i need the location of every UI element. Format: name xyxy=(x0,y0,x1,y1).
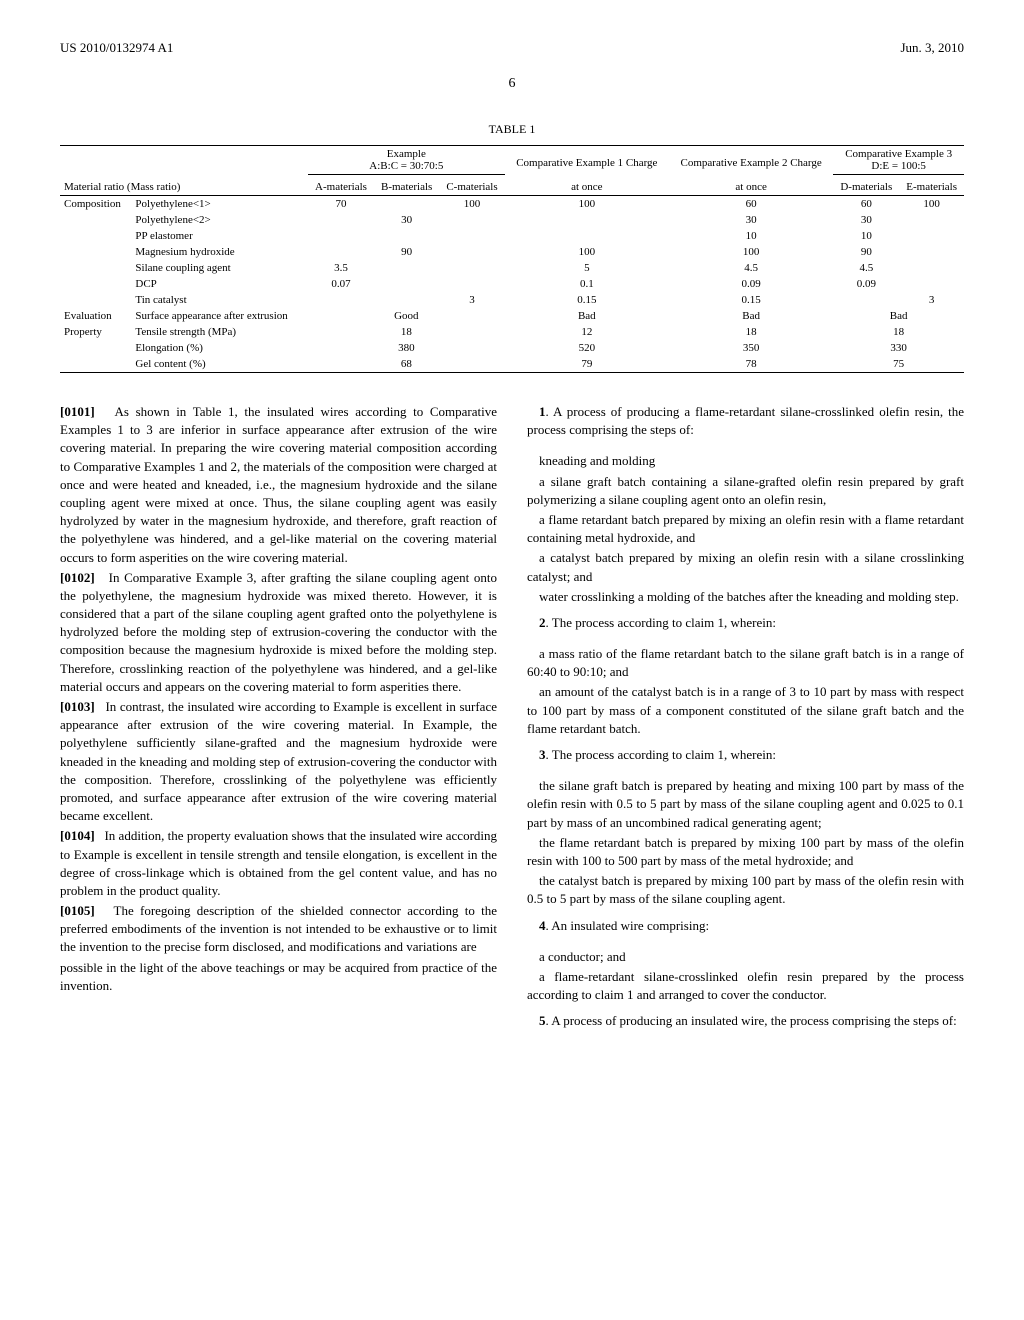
paragraph-0101: [0101] As shown in Table 1, the insulate… xyxy=(60,403,497,567)
table-row: PP elastomer 10 10 xyxy=(60,228,964,244)
table-row: Evaluation Surface appearance after extr… xyxy=(60,308,964,324)
claim-3: 3. The process according to claim 1, whe… xyxy=(527,746,964,764)
claim-1-sub: a catalyst batch prepared by mixing an o… xyxy=(527,549,964,585)
claim-1-sub: kneading and molding xyxy=(527,452,964,470)
table-row: Elongation (%) 380 520 350 330 xyxy=(60,340,964,356)
page-header: US 2010/0132974 A1 Jun. 3, 2010 xyxy=(60,40,964,56)
col-comp1: Comparative Example 1 Charge xyxy=(505,146,669,180)
paragraph-0103: [0103] In contrast, the insulated wire a… xyxy=(60,698,497,825)
col-e: E-materials xyxy=(899,179,964,196)
col-example: ExampleA:B:C = 30:70:5 xyxy=(308,146,505,175)
claim-4-sub: a flame-retardant silane-crosslinked ole… xyxy=(527,968,964,1004)
table-row: Composition Polyethylene<1> 70 100 100 6… xyxy=(60,196,964,213)
table-row: Silane coupling agent 3.5 5 4.5 4.5 xyxy=(60,260,964,276)
claim-4: 4. An insulated wire comprising: xyxy=(527,917,964,935)
table-row: Magnesium hydroxide 90 100 100 90 xyxy=(60,244,964,260)
col-atonce2: at once xyxy=(669,179,833,196)
claim-3-sub: the flame retardant batch is prepared by… xyxy=(527,834,964,870)
claim-1-sub: a flame retardant batch prepared by mixi… xyxy=(527,511,964,547)
claim-4-sub: a conductor; and xyxy=(527,948,964,966)
doc-date: Jun. 3, 2010 xyxy=(900,40,964,56)
col-atonce1: at once xyxy=(505,179,669,196)
claim-2: 2. The process according to claim 1, whe… xyxy=(527,614,964,632)
claim-1: 1. A process of producing a flame-retard… xyxy=(527,403,964,439)
table-row: Tin catalyst 3 0.15 0.15 3 xyxy=(60,292,964,308)
table-row: Property Tensile strength (MPa) 18 12 18… xyxy=(60,324,964,340)
claim-3-sub: the silane graft batch is prepared by he… xyxy=(527,777,964,832)
col2-continuation: possible in the light of the above teach… xyxy=(60,959,497,995)
col-a: A-materials xyxy=(308,179,374,196)
col-comp3: Comparative Example 3D:E = 100:5 xyxy=(833,146,964,175)
paragraph-0104: [0104] In addition, the property evaluat… xyxy=(60,827,497,900)
col-b: B-materials xyxy=(374,179,439,196)
section-evaluation: Evaluation xyxy=(60,308,131,324)
col-c: C-materials xyxy=(439,179,504,196)
claim-3-sub: the catalyst batch is prepared by mixing… xyxy=(527,872,964,908)
data-table: Material ratio (Mass ratio) ExampleA:B:C… xyxy=(60,145,964,373)
claim-1-sub: a silane graft batch containing a silane… xyxy=(527,473,964,509)
doc-number: US 2010/0132974 A1 xyxy=(60,40,173,56)
body-text: [0101] As shown in Table 1, the insulate… xyxy=(60,403,964,1030)
table-caption: TABLE 1 xyxy=(60,122,964,137)
claim-5: 5. A process of producing an insulated w… xyxy=(527,1012,964,1030)
table-row: DCP 0.07 0.1 0.09 0.09 xyxy=(60,276,964,292)
col-d: D-materials xyxy=(833,179,899,196)
section-property: Property xyxy=(60,324,131,373)
section-composition: Composition xyxy=(60,196,131,309)
table-row: Gel content (%) 68 79 78 75 xyxy=(60,356,964,373)
page-number: 6 xyxy=(60,76,964,92)
col-comp2: Comparative Example 2 Charge xyxy=(669,146,833,180)
paragraph-0105: [0105] The foregoing description of the … xyxy=(60,902,497,957)
claim-2-sub: an amount of the catalyst batch is in a … xyxy=(527,683,964,738)
claim-1-sub: water crosslinking a molding of the batc… xyxy=(527,588,964,606)
paragraph-0102: [0102] In Comparative Example 3, after g… xyxy=(60,569,497,696)
table-ratio-label: Material ratio (Mass ratio) xyxy=(60,146,308,196)
table-row: Polyethylene<2> 30 30 30 xyxy=(60,212,964,228)
claim-2-sub: a mass ratio of the flame retardant batc… xyxy=(527,645,964,681)
